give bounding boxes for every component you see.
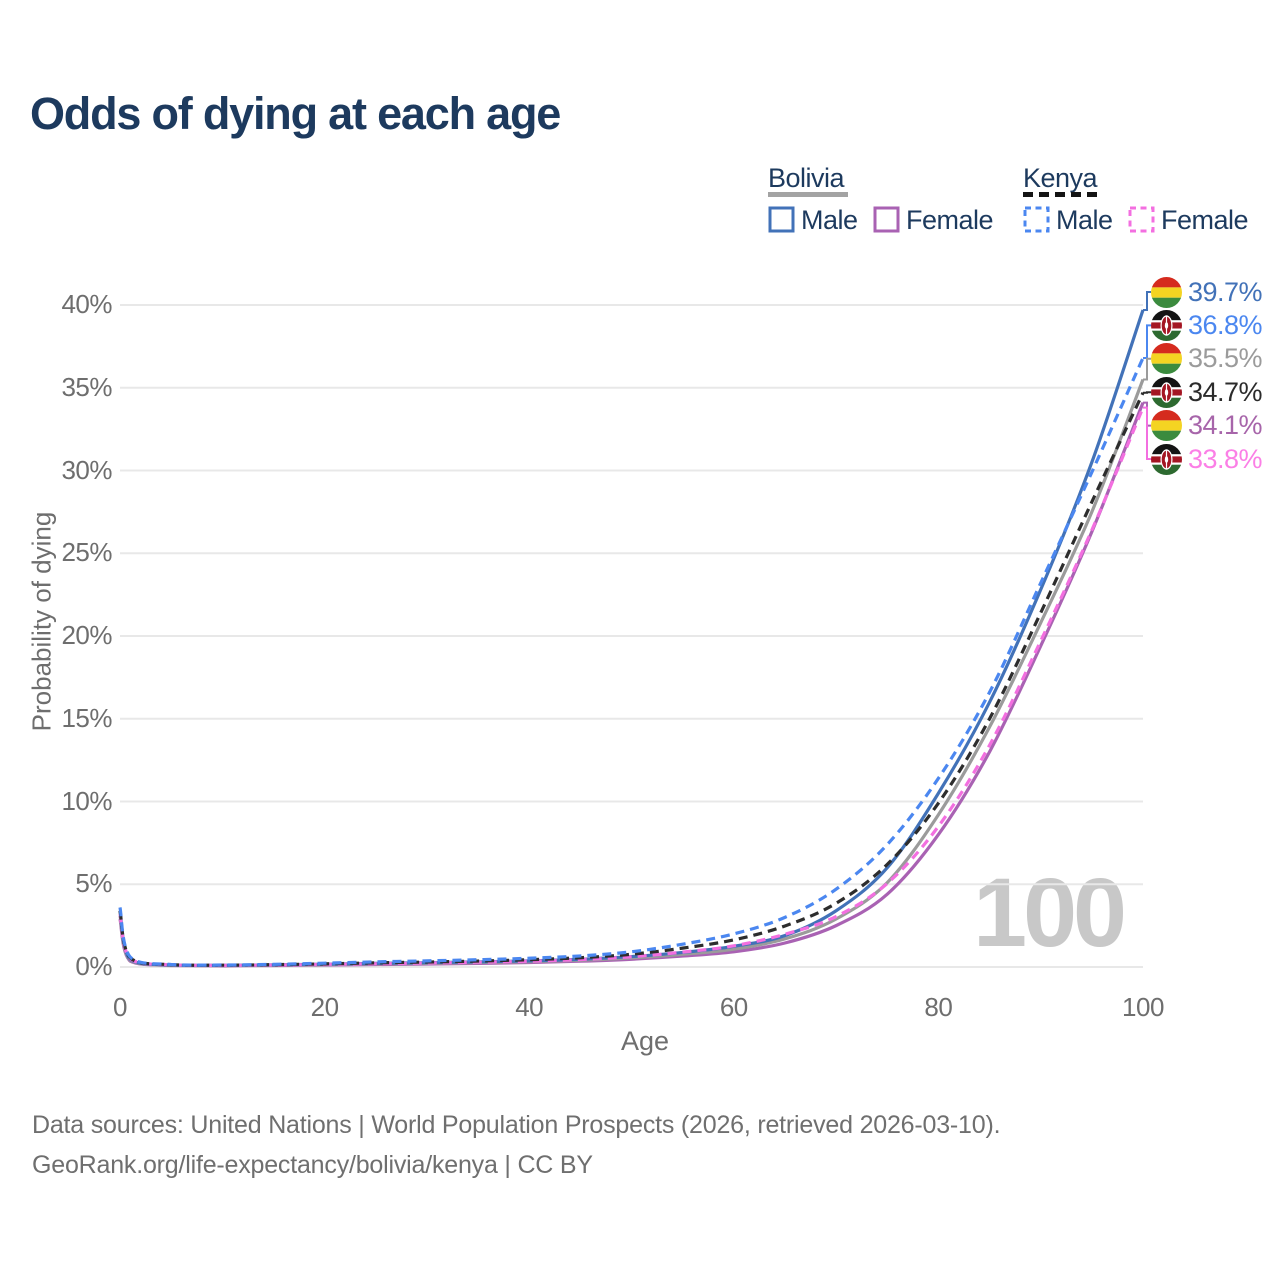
end-label-value: 39.7%	[1188, 276, 1263, 307]
bolivia-female-swatch-icon	[873, 206, 900, 233]
legend-swatch-kenya-male	[1023, 206, 1050, 233]
footer: Data sources: United Nations | World Pop…	[32, 1106, 1232, 1185]
end-label-leader-kenya-female	[1143, 406, 1151, 460]
end-label-row-kenya-female: 33.8%	[1151, 443, 1263, 475]
end-label-leader-bolivia-both	[1143, 357, 1151, 381]
y-tick-label: 15%	[61, 702, 112, 733]
y-tick-label: 5%	[75, 868, 112, 899]
kenya-flag-icon	[1151, 309, 1182, 341]
y-tick-label: 40%	[61, 289, 112, 319]
kenya-flag-icon	[1151, 443, 1182, 475]
end-label-row-bolivia-both: 35.5%	[1151, 343, 1263, 375]
x-tick-label: 0	[113, 992, 127, 1022]
legend-swatch-kenya-female	[1128, 206, 1155, 233]
kenya-male-swatch-icon	[1023, 206, 1050, 233]
end-label-row-kenya-male: 36.8%	[1151, 309, 1263, 341]
end-label-row-bolivia-female: 34.1%	[1151, 410, 1263, 442]
age-counter-watermark: 100	[973, 858, 1127, 967]
legend-swatch-bolivia-female	[873, 206, 900, 233]
end-label-value: 34.1%	[1188, 410, 1263, 441]
end-label-leader-bolivia-male	[1143, 291, 1151, 311]
x-tick-label: 80	[924, 992, 953, 1022]
bolivia-flag-icon	[1151, 343, 1182, 375]
x-tick-label: 100	[1122, 992, 1164, 1022]
end-label-value: 34.7%	[1188, 376, 1263, 407]
x-tick-label: 60	[719, 992, 748, 1022]
kenya-dashed-line-key	[1023, 192, 1097, 197]
x-axis-title: Age	[620, 1026, 670, 1056]
chart-title: Odds of dying at each age	[30, 88, 561, 139]
bolivia-male-swatch-icon	[768, 206, 795, 233]
legend-label-bolivia-female: Female	[906, 205, 994, 235]
kenya-female-swatch-icon	[1128, 206, 1155, 233]
y-tick-label: 10%	[61, 785, 112, 816]
y-tick-label: 30%	[61, 454, 112, 485]
legend-label-kenya-female: Female	[1161, 205, 1249, 235]
legend-heading-bolivia: Bolivia	[768, 163, 845, 193]
end-label-value: 36.8%	[1188, 309, 1263, 340]
attribution-line: GeoRank.org/life-expectancy/bolivia/keny…	[32, 1150, 593, 1179]
bolivia-flag-icon	[1151, 276, 1182, 308]
end-label-leader-kenya-male	[1143, 324, 1151, 359]
legend-heading-kenya: Kenya	[1023, 163, 1098, 193]
y-tick-label: 20%	[61, 620, 112, 650]
data-sources-line: Data sources: United Nations | World Pop…	[32, 1111, 1001, 1139]
y-tick-label: 25%	[61, 537, 112, 568]
end-label-leader-kenya-both	[1143, 391, 1151, 394]
legend-swatch-bolivia-male	[768, 206, 795, 233]
end-label-leader-bolivia-female	[1143, 401, 1151, 427]
y-tick-label: 35%	[61, 371, 112, 402]
x-tick-label: 20	[310, 992, 339, 1022]
end-label-value: 35.5%	[1188, 343, 1263, 374]
legend-label-kenya-male: Male	[1056, 205, 1113, 235]
legend-label-bolivia-male: Male	[801, 205, 858, 235]
bolivia-solid-line-key	[768, 192, 848, 197]
end-label-value: 33.8%	[1188, 443, 1263, 474]
x-tick-label: 40	[515, 992, 544, 1022]
end-label-row-bolivia-male: 39.7%	[1151, 276, 1263, 308]
bolivia-flag-icon	[1151, 410, 1182, 442]
y-tick-label: 0%	[75, 951, 112, 981]
end-label-row-kenya-both: 34.7%	[1151, 376, 1263, 408]
kenya-flag-icon	[1151, 376, 1182, 408]
